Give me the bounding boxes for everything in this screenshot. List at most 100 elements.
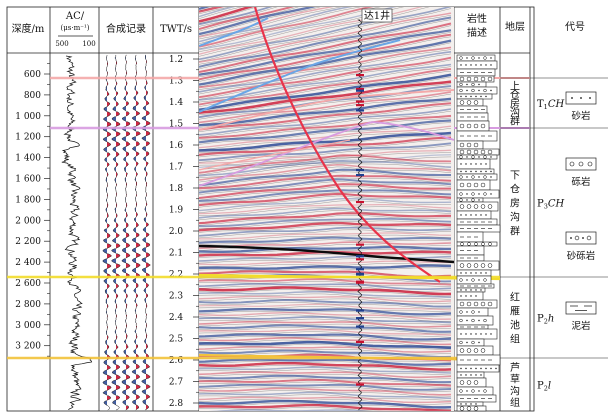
synthetic-record bbox=[102, 54, 151, 411]
lithology-bed bbox=[456, 377, 487, 388]
sand-dot bbox=[490, 193, 492, 195]
synthetic-trough bbox=[132, 268, 136, 273]
sand-dot bbox=[466, 319, 468, 322]
twt-tick-label: 2.4 bbox=[169, 313, 184, 323]
sand-dot bbox=[465, 170, 467, 173]
lithology-bed bbox=[456, 189, 500, 199]
legend-item-mudstone: 泥岩 bbox=[565, 301, 597, 332]
synthetic-trough bbox=[103, 137, 107, 142]
sand-dot bbox=[465, 403, 467, 405]
gravel-circle bbox=[487, 149, 493, 155]
seismic-wiggle bbox=[199, 156, 452, 170]
seismic-wiggle bbox=[199, 365, 452, 372]
seismic-peak-reflector bbox=[199, 7, 423, 55]
synthetic-trough bbox=[104, 229, 107, 233]
seismic-peak-reflector bbox=[199, 303, 452, 311]
gravel-circle bbox=[480, 204, 486, 209]
seismic-peak-reflector bbox=[199, 7, 255, 23]
sand-dot bbox=[478, 156, 480, 158]
seismic-trough-reflector bbox=[199, 197, 452, 212]
twt-tick-label: 1.7 bbox=[169, 163, 184, 173]
synthetic-header: 合成记录 bbox=[106, 22, 146, 35]
seismic-trough-reflector bbox=[199, 283, 452, 291]
synthetic-trough bbox=[103, 269, 107, 274]
seismic-trough-reflector bbox=[199, 307, 452, 316]
synthetic-peak bbox=[116, 396, 120, 400]
seismic-wiggle bbox=[199, 100, 452, 128]
synthetic-trough bbox=[103, 239, 107, 244]
formation-name-char: 房 bbox=[510, 97, 520, 110]
synthetic-trough bbox=[103, 107, 107, 112]
seismic-wiggle bbox=[199, 239, 452, 246]
depth-tick-label: 2 400 bbox=[15, 258, 41, 268]
sand-dot bbox=[465, 64, 467, 66]
sand-dot bbox=[470, 374, 472, 376]
formation-name-char: 组 bbox=[510, 333, 520, 346]
seismic-wiggle bbox=[199, 224, 452, 233]
gravel-circle bbox=[480, 123, 486, 129]
seismic-wiggle bbox=[199, 186, 451, 201]
strong-reflector bbox=[199, 244, 454, 264]
gravel-circle bbox=[459, 389, 463, 393]
seismic-wiggle bbox=[199, 66, 452, 103]
seismic-peak-reflector bbox=[199, 286, 452, 296]
sand-dot bbox=[490, 176, 492, 178]
seismic-trough-reflector bbox=[199, 51, 452, 93]
synthetic-peak bbox=[107, 112, 111, 117]
well-trace-event bbox=[356, 280, 364, 283]
gravel-circle bbox=[483, 175, 487, 179]
seismic-trough-reflector bbox=[199, 7, 273, 26]
synthetic-peak bbox=[126, 102, 129, 106]
depth-tick-label: 1 800 bbox=[15, 195, 41, 205]
synthetic-trough bbox=[144, 96, 146, 101]
synthetic-trough bbox=[144, 349, 146, 354]
sand-dot bbox=[480, 95, 482, 98]
gravel-circle bbox=[471, 278, 475, 282]
gravel-circle bbox=[471, 56, 475, 60]
legend-swatch bbox=[565, 231, 597, 245]
synthetic-peak bbox=[146, 283, 149, 288]
formation-name-char: 沟 bbox=[510, 106, 520, 119]
seismic-trough-reflector bbox=[199, 39, 452, 86]
synthetic-trace bbox=[102, 55, 112, 411]
legend-label: 砾岩 bbox=[571, 176, 590, 188]
gravel-circle bbox=[483, 155, 487, 159]
seismic-wiggle bbox=[199, 76, 452, 113]
synthetic-trough bbox=[141, 116, 146, 121]
horizon-seismic-p2l bbox=[198, 353, 501, 362]
formation-code: P3CH bbox=[537, 199, 565, 211]
gravel-circle bbox=[471, 175, 475, 179]
legend-item-sandstone: 砂岩 bbox=[565, 91, 597, 122]
sand-dot bbox=[485, 367, 487, 370]
seismic-peak-reflector bbox=[199, 7, 374, 48]
sand-dot bbox=[460, 374, 462, 376]
seismic-peak-reflector bbox=[199, 312, 452, 320]
seismic-wiggle bbox=[199, 386, 452, 393]
ac-header-line1: AC/ bbox=[65, 11, 85, 22]
gravel-circle bbox=[459, 56, 463, 60]
lithology-bed bbox=[456, 140, 484, 150]
seismic-trough-reflector bbox=[199, 16, 452, 68]
seismic-peak-reflector bbox=[199, 387, 452, 396]
sand-dot bbox=[470, 95, 472, 98]
seismic-wiggle bbox=[199, 263, 451, 267]
sand-dot bbox=[495, 367, 497, 370]
seismic-peak-reflector bbox=[199, 91, 452, 124]
twt-tick-label: 1.9 bbox=[169, 206, 184, 216]
seismic-peak-reflector bbox=[199, 102, 452, 131]
sand-dot bbox=[485, 214, 487, 216]
gravel-circle bbox=[480, 348, 486, 353]
sand-dot bbox=[466, 156, 468, 158]
depth-tick-label: 1 400 bbox=[15, 154, 41, 164]
gravel-circle bbox=[459, 278, 463, 282]
synthetic-trough bbox=[123, 96, 126, 102]
seismic-wiggle bbox=[199, 15, 452, 65]
well-trace-event bbox=[356, 243, 364, 246]
well-trace-event bbox=[356, 104, 364, 107]
seismic-peak-reflector bbox=[199, 221, 452, 232]
depth-header: 深度/m bbox=[12, 22, 45, 35]
synthetic-peak bbox=[107, 153, 111, 158]
twt-header: TWT/s bbox=[160, 24, 192, 35]
sand-dot bbox=[480, 374, 482, 376]
seismic-trough-reflector bbox=[199, 178, 452, 194]
